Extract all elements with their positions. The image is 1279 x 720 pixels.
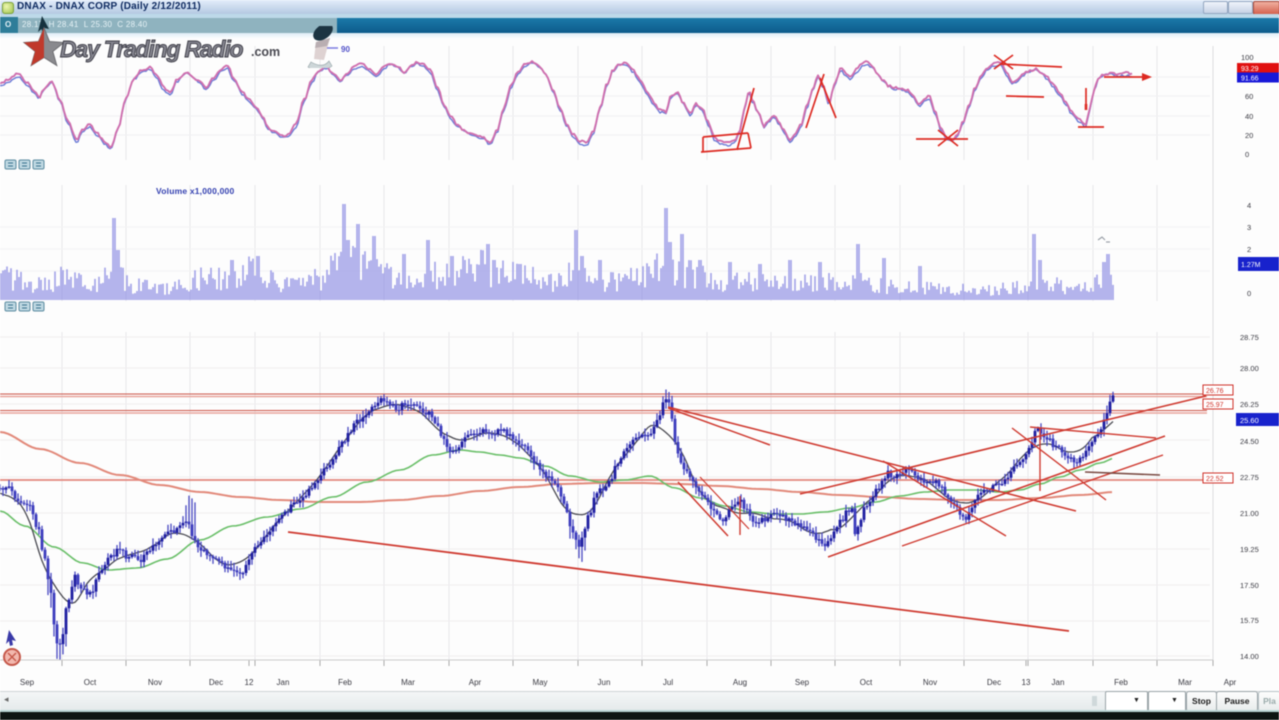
svg-text:Apr: Apr (1224, 678, 1237, 687)
svg-text:40: 40 (1245, 112, 1253, 121)
svg-text:Oct: Oct (84, 678, 97, 687)
svg-text:Sep: Sep (795, 678, 810, 687)
svg-text:17.50: 17.50 (1240, 581, 1259, 590)
svg-text:Day Trading Radio: Day Trading Radio (60, 36, 244, 62)
svg-text:Dec: Dec (987, 678, 1001, 687)
svg-text:Jan: Jan (277, 678, 290, 687)
svg-text:25.97: 25.97 (1206, 402, 1224, 409)
svg-text:91.66: 91.66 (1241, 76, 1259, 83)
svg-text:4: 4 (1247, 201, 1251, 210)
svg-text:25.60: 25.60 (1240, 416, 1259, 425)
svg-text:Nov: Nov (148, 678, 162, 687)
svg-text:26.25: 26.25 (1240, 400, 1259, 409)
svg-text:2: 2 (1247, 245, 1251, 254)
svg-text:22.52: 22.52 (1206, 476, 1224, 483)
svg-text:Aug: Aug (733, 678, 747, 687)
svg-text:Mar: Mar (1178, 678, 1192, 687)
svg-text:26.76: 26.76 (1206, 388, 1224, 395)
svg-text:15.75: 15.75 (1240, 616, 1259, 625)
svg-text:19.25: 19.25 (1240, 545, 1259, 554)
svg-text:13: 13 (1022, 678, 1031, 687)
svg-text:60: 60 (1245, 92, 1253, 101)
svg-text:28.00: 28.00 (1240, 364, 1259, 373)
svg-text:Sep: Sep (20, 678, 35, 687)
svg-text:Mar: Mar (401, 678, 415, 687)
svg-text:.com: .com (251, 45, 280, 59)
svg-text:Jun: Jun (598, 678, 611, 687)
svg-text:28.75: 28.75 (1240, 333, 1259, 342)
svg-text:3: 3 (1247, 223, 1251, 232)
svg-text:Dec: Dec (209, 678, 223, 687)
svg-text:0: 0 (1247, 289, 1251, 298)
svg-text:Nov: Nov (923, 678, 937, 687)
svg-text:12: 12 (245, 678, 254, 687)
svg-text:90: 90 (341, 45, 350, 54)
svg-text:Feb: Feb (1114, 678, 1128, 687)
svg-text:21.00: 21.00 (1240, 509, 1259, 518)
svg-text:100: 100 (1241, 53, 1254, 62)
svg-text:93.29: 93.29 (1241, 66, 1259, 73)
svg-text:Oct: Oct (860, 678, 873, 687)
svg-text:May: May (532, 678, 547, 687)
svg-text:Jul: Jul (663, 678, 673, 687)
svg-text:Jan: Jan (1052, 678, 1065, 687)
svg-text:Feb: Feb (338, 678, 352, 687)
svg-text:20: 20 (1245, 131, 1253, 140)
svg-text:24.50: 24.50 (1240, 437, 1259, 446)
svg-text:14.00: 14.00 (1240, 652, 1259, 661)
svg-text:Apr: Apr (469, 678, 482, 687)
svg-text:1.27M: 1.27M (1241, 262, 1261, 269)
svg-text:22.75: 22.75 (1240, 473, 1259, 482)
svg-text:0: 0 (1245, 150, 1249, 159)
